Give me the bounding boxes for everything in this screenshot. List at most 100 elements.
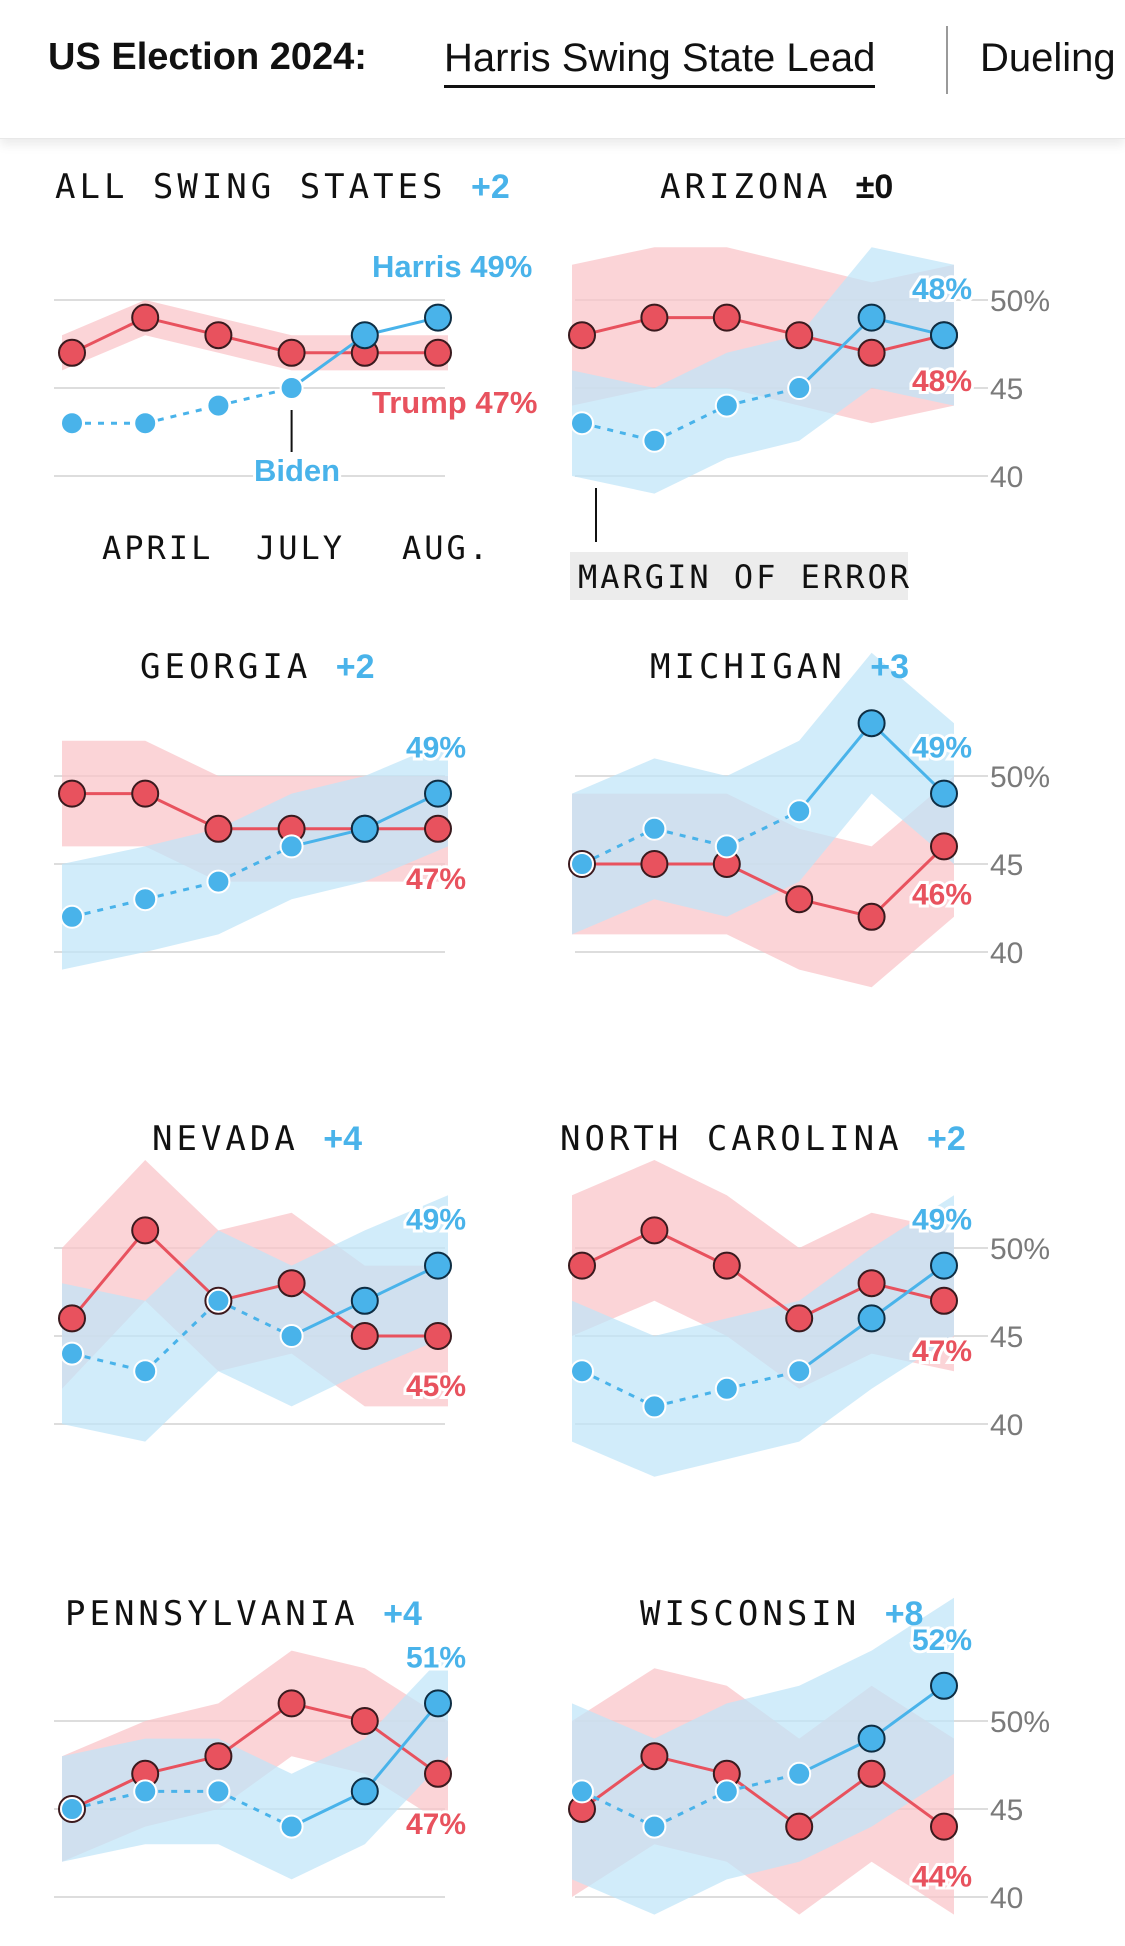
- harris-poll-point: [570, 1359, 594, 1384]
- trump-annotation: Trump 47%: [372, 385, 537, 420]
- harris-margin-band: [572, 247, 954, 494]
- harris-poll-point: [206, 869, 231, 894]
- harris-series-line: [798, 316, 873, 390]
- margin-label-box: [570, 552, 908, 600]
- y-tick-label: 45: [990, 849, 1023, 882]
- trump-poll-point: [930, 1286, 958, 1315]
- harris-series-line: [653, 1790, 728, 1828]
- harris-poll-point: [714, 1779, 739, 1804]
- panel-title: WISCONSIN +8: [640, 1594, 923, 1634]
- story-nav-header: US Election 2024: Harris Swing State Lea…: [0, 0, 1125, 139]
- trump-end-label: 47%: [406, 863, 466, 896]
- harris-series-line: [870, 1264, 945, 1320]
- harris-end-label: 49%: [912, 1204, 972, 1237]
- tab-divider: [946, 26, 948, 94]
- trump-poll-point: [785, 885, 814, 914]
- harris-poll-point: [133, 887, 158, 912]
- harris-poll-point: [642, 1814, 667, 1839]
- harris-poll-point: [206, 393, 231, 418]
- trump-poll-point: [277, 1689, 306, 1718]
- harris-poll-point: [714, 1376, 739, 1401]
- y-tick-label: 45: [990, 1321, 1023, 1354]
- harris-poll-point: [930, 1671, 958, 1700]
- trump-poll-point: [131, 779, 160, 808]
- active-story-tab[interactable]: Harris Swing State Lead: [444, 36, 876, 88]
- y-tick-label: 40: [990, 1409, 1023, 1442]
- harris-poll-point: [930, 1251, 958, 1280]
- trump-series-line: [798, 1772, 873, 1828]
- harris-poll-point: [570, 1779, 594, 1804]
- trump-poll-point: [204, 814, 233, 843]
- panel-all-swing-states: ALL SWING STATES +2 Harris 49% Trump 47% Bi…: [54, 167, 540, 567]
- harris-margin-band: [62, 740, 448, 970]
- harris-end-label: 49%: [406, 1204, 466, 1237]
- harris-poll-point: [206, 1779, 231, 1804]
- panel-title: PENNSYLVANIA +4: [65, 1594, 422, 1634]
- trump-poll-point: [204, 321, 233, 350]
- margin-of-error-label: MARGIN OF ERROR: [578, 558, 912, 596]
- harris-series-line: [653, 404, 728, 443]
- harris-poll-point: [350, 1777, 379, 1806]
- harris-series-line: [363, 1702, 440, 1793]
- harris-poll-point: [642, 428, 667, 453]
- y-tick-label: 45: [990, 1794, 1023, 1827]
- trump-poll-point: [568, 321, 596, 350]
- harris-poll-point: [60, 904, 84, 929]
- harris-series-line: [870, 722, 946, 795]
- trump-poll-point: [930, 1812, 958, 1841]
- next-story-tab[interactable]: Dueling: [980, 36, 1116, 80]
- harris-poll-point: [787, 1761, 812, 1786]
- panel-north-carolina: 50% 45 40 NORTH CAROLINA +2 49% 47%: [560, 1119, 1050, 1477]
- trump-poll-point: [930, 832, 958, 861]
- harris-margin-band: [62, 1650, 448, 1880]
- trump-series-line: [870, 1772, 945, 1828]
- harris-poll-point: [279, 1814, 304, 1839]
- harris-poll-point: [570, 411, 594, 436]
- trump-series-line: [870, 845, 946, 918]
- harris-end-label: 48%: [912, 273, 972, 306]
- panel-nevada: NEVADA +4 49% 45%: [54, 1119, 469, 1442]
- harris-series-line: [798, 1317, 873, 1373]
- trump-series-line: [144, 1229, 220, 1302]
- harris-poll-point: [279, 376, 304, 400]
- y-tick-label: 50%: [990, 1233, 1050, 1266]
- panel-pennsylvania: PENNSYLVANIA +4 51% 47%: [54, 1594, 469, 1898]
- trump-poll-point: [857, 1759, 886, 1788]
- y-tick-label: 40: [990, 937, 1023, 970]
- trump-poll-point: [424, 1322, 452, 1350]
- harris-poll-point: [424, 1251, 452, 1280]
- trump-poll-point: [857, 902, 886, 931]
- harris-poll-point: [642, 1394, 667, 1419]
- trump-poll-point: [640, 1742, 669, 1771]
- y-tick-label: 50%: [990, 285, 1050, 318]
- panel-wisconsin: 50% 45 40 WISCONSIN +852% 44%: [568, 1594, 1050, 1915]
- harris-poll-point: [350, 321, 379, 350]
- harris-poll-point: [787, 376, 812, 400]
- y-tick-label: 40: [990, 1882, 1023, 1915]
- harris-poll-point: [350, 1286, 379, 1315]
- trump-end-label: 45%: [406, 1370, 466, 1403]
- trump-poll-point: [712, 303, 741, 332]
- y-tick-label: 45: [990, 373, 1023, 406]
- y-tick-label: 40: [990, 461, 1023, 494]
- harris-poll-point: [206, 1288, 231, 1313]
- panel-georgia: GEORGIA +2 49% 47%: [54, 647, 469, 970]
- harris-poll-point: [133, 1779, 158, 1804]
- trump-end-label: 46%: [912, 878, 972, 911]
- harris-poll-point: [570, 852, 594, 876]
- harris-series-line: [290, 333, 366, 390]
- harris-poll-point: [714, 834, 739, 859]
- harris-end-label: 52%: [912, 1624, 972, 1657]
- trump-series-line: [725, 1264, 801, 1320]
- panel-title: NORTH CAROLINA +2: [560, 1119, 966, 1159]
- trump-poll-point: [785, 321, 814, 350]
- harris-annotation: Harris 49%: [372, 249, 532, 284]
- panel-title: NEVADA +4: [152, 1119, 362, 1159]
- trump-poll-point: [640, 850, 669, 878]
- trump-poll-point: [350, 1707, 379, 1735]
- harris-end-label: 49%: [912, 732, 972, 765]
- harris-poll-point: [642, 816, 667, 841]
- trump-poll-point: [58, 779, 86, 808]
- trump-end-label: 47%: [912, 1335, 972, 1368]
